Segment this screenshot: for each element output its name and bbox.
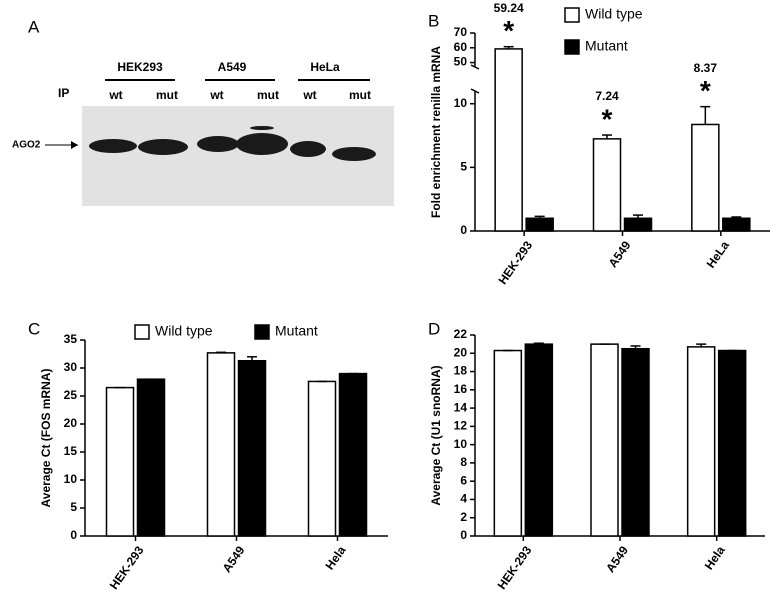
blot-bands: [89, 126, 376, 161]
y-axis-title: Average Ct (U1 snoRNA): [429, 365, 443, 505]
bar: [493, 349, 523, 537]
value-label: 59.24: [494, 1, 524, 15]
panel-label: D: [428, 319, 440, 338]
y-tick-label: 2: [460, 510, 467, 524]
legend-swatch: [564, 39, 580, 55]
bar: [623, 217, 653, 232]
lane-label: wt: [302, 88, 316, 102]
lane-label: mut: [349, 88, 371, 102]
legend-label: Mutant: [585, 38, 628, 54]
bar: [722, 217, 751, 232]
x-tick-label: HEK-293: [495, 238, 535, 287]
y-tick-label: 25: [64, 388, 78, 402]
y-tick-label: 0: [70, 528, 77, 542]
legend-label: Wild type: [585, 6, 643, 22]
value-label: 7.24: [595, 89, 619, 103]
bar: [524, 343, 554, 537]
x-tick-label: A549: [603, 543, 631, 575]
significance: *: [700, 75, 711, 106]
y-tick-label: 22: [454, 327, 468, 341]
y-tick-label: 0: [460, 223, 467, 237]
y-tick-label: 5: [460, 160, 467, 174]
legend-label: Wild type: [155, 323, 213, 339]
bar: [494, 48, 523, 232]
y-tick-label: 10: [454, 437, 468, 451]
y-tick-label: 16: [454, 382, 468, 396]
y-tick-label: 35: [64, 332, 78, 346]
bar: [105, 386, 135, 537]
panel-label: A: [28, 17, 40, 36]
axis-break: [470, 88, 480, 94]
legend-swatch: [564, 7, 580, 23]
arrow-head: [71, 141, 78, 149]
cell-line: A549: [218, 60, 247, 74]
y-tick-label: 15: [64, 444, 78, 458]
bar: [525, 217, 554, 232]
cell-line: HEK293: [117, 60, 163, 74]
y-tick-label: 20: [454, 345, 468, 359]
bar: [691, 123, 720, 232]
lane-label: mut: [257, 88, 279, 102]
lane-label: wt: [209, 88, 223, 102]
x-tick-label: Hela: [702, 543, 728, 572]
bar: [136, 378, 166, 537]
y-tick-label: 5: [70, 500, 77, 514]
y-tick-label: 14: [454, 400, 468, 414]
bar: [307, 380, 337, 537]
axis-break: [470, 64, 480, 70]
legend-swatch: [254, 324, 270, 340]
bar: [621, 347, 650, 537]
y-tick-label: 18: [454, 364, 468, 378]
y-tick-label: 10: [64, 472, 78, 486]
bar: [592, 138, 622, 232]
legend-swatch: [134, 324, 150, 340]
panel-label: B: [428, 11, 439, 30]
ip-label: IP: [58, 86, 69, 100]
y-tick-label: 70: [454, 25, 468, 39]
y-tick-label: 4: [460, 492, 467, 506]
x-tick-label: A549: [606, 238, 634, 270]
y-axis-title: Fold enrichment renilla mRNA: [429, 46, 443, 218]
lane-label: wt: [108, 88, 122, 102]
significance: *: [602, 103, 613, 134]
y-tick-label: 8: [460, 455, 467, 469]
y-tick-label: 10: [454, 96, 468, 110]
x-tick-label: A549: [220, 543, 248, 575]
value-label: 8.37: [694, 61, 718, 75]
x-tick-label: HeLa: [704, 238, 732, 270]
x-tick-label: HEK-293: [107, 543, 147, 592]
bar: [237, 359, 267, 537]
x-tick-label: Hela: [323, 543, 349, 572]
significance: *: [503, 15, 514, 46]
protein-label: AGO2: [12, 140, 41, 151]
bar: [590, 343, 619, 537]
y-tick-label: 12: [454, 419, 468, 433]
bar: [717, 349, 747, 537]
y-axis-title: Average Ct (FOS mRNA): [39, 369, 53, 508]
y-tick-label: 50: [454, 55, 468, 69]
y-tick-label: 0: [460, 528, 467, 542]
x-tick-label: HEK-293: [495, 543, 535, 592]
legend-label: Mutant: [275, 323, 318, 339]
y-tick-label: 6: [460, 473, 467, 487]
y-tick-label: 30: [64, 360, 78, 374]
bar: [338, 372, 368, 537]
bar: [206, 352, 236, 537]
cell-line: HeLa: [310, 60, 340, 74]
bar: [686, 346, 716, 537]
panel-label: C: [28, 319, 40, 338]
y-tick-label: 60: [454, 40, 468, 54]
y-tick-label: 20: [64, 416, 78, 430]
lane-label: mut: [156, 88, 178, 102]
